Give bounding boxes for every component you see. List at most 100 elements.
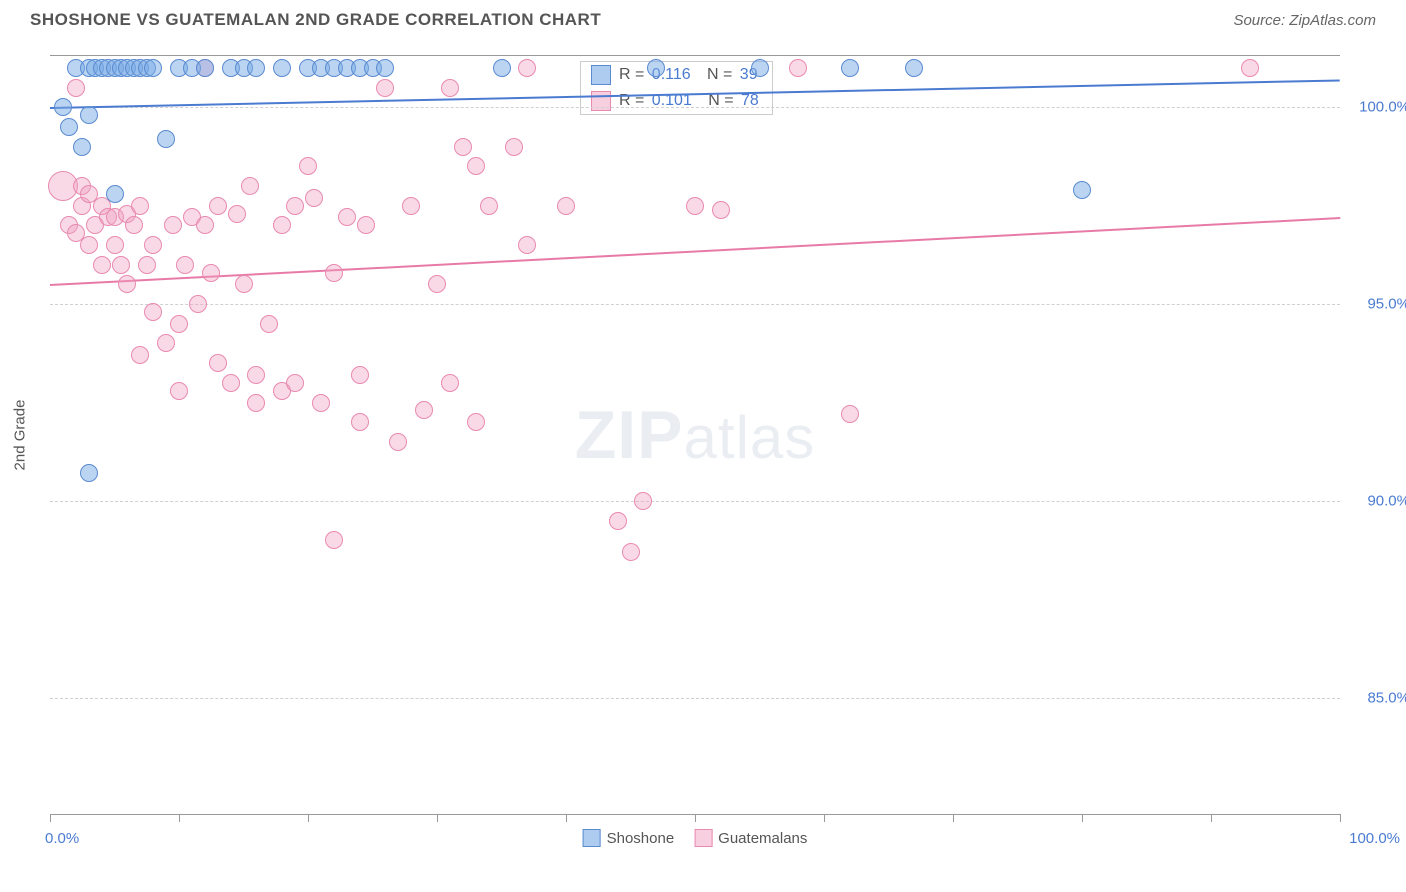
y-tick-label: 85.0% (1367, 689, 1406, 706)
data-point (138, 256, 156, 274)
data-point (351, 413, 369, 431)
data-point (54, 98, 72, 116)
data-point (189, 295, 207, 313)
data-point (131, 346, 149, 364)
data-point (351, 366, 369, 384)
data-point (260, 315, 278, 333)
data-point (247, 366, 265, 384)
data-point (241, 177, 259, 195)
data-point (209, 197, 227, 215)
data-point (325, 531, 343, 549)
plot-area: ZIPatlas R = 0.116 N = 39 R = 0.101 N = … (50, 55, 1340, 815)
data-point (402, 197, 420, 215)
data-point (176, 256, 194, 274)
data-point (712, 201, 730, 219)
x-axis-min-label: 0.0% (45, 830, 79, 847)
data-point (67, 79, 85, 97)
data-point (647, 59, 665, 77)
x-tick (179, 814, 180, 822)
data-point (286, 197, 304, 215)
watermark-bold: ZIP (575, 397, 684, 473)
data-point (841, 405, 859, 423)
data-point (518, 59, 536, 77)
r-label: R = (619, 66, 644, 84)
n-label: N = (707, 66, 732, 84)
stats-legend-row-shoshone: R = 0.116 N = 39 (581, 62, 772, 88)
x-tick (50, 814, 51, 822)
data-point (389, 433, 407, 451)
data-point (467, 413, 485, 431)
data-point (170, 382, 188, 400)
data-point (157, 334, 175, 352)
x-tick (308, 814, 309, 822)
data-point (144, 236, 162, 254)
data-point (112, 256, 130, 274)
data-point (202, 264, 220, 282)
gridline (50, 304, 1340, 305)
data-point (441, 79, 459, 97)
data-point (441, 374, 459, 392)
data-point (751, 59, 769, 77)
legend-label: Shoshone (607, 830, 675, 847)
series-legend: Shoshone Guatemalans (583, 829, 808, 847)
data-point (106, 185, 124, 203)
data-point (80, 236, 98, 254)
data-point (634, 492, 652, 510)
data-point (686, 197, 704, 215)
data-point (144, 303, 162, 321)
data-point (312, 394, 330, 412)
data-point (131, 197, 149, 215)
legend-label: Guatemalans (718, 830, 807, 847)
data-point (493, 59, 511, 77)
data-point (235, 275, 253, 293)
data-point (428, 275, 446, 293)
gridline (50, 501, 1340, 502)
y-axis-label: 2nd Grade (12, 400, 29, 471)
x-axis-max-label: 100.0% (1349, 830, 1400, 847)
y-tick-label: 90.0% (1367, 492, 1406, 509)
data-point (841, 59, 859, 77)
data-point (338, 208, 356, 226)
y-tick-label: 95.0% (1367, 296, 1406, 313)
swatch-pink (694, 829, 712, 847)
data-point (247, 394, 265, 412)
data-point (170, 315, 188, 333)
data-point (273, 59, 291, 77)
data-point (505, 138, 523, 156)
x-tick (1082, 814, 1083, 822)
data-point (196, 216, 214, 234)
swatch-blue (583, 829, 601, 847)
watermark-rest: atlas (684, 404, 816, 471)
data-point (196, 59, 214, 77)
gridline (50, 107, 1340, 108)
data-point (222, 374, 240, 392)
data-point (80, 106, 98, 124)
data-point (209, 354, 227, 372)
swatch-blue (591, 65, 611, 85)
data-point (305, 189, 323, 207)
data-point (273, 216, 291, 234)
chart-header: SHOSHONE VS GUATEMALAN 2ND GRADE CORRELA… (0, 0, 1406, 40)
data-point (228, 205, 246, 223)
data-point (1073, 181, 1091, 199)
data-point (299, 157, 317, 175)
data-point (157, 130, 175, 148)
data-point (480, 197, 498, 215)
x-tick (824, 814, 825, 822)
data-point (125, 216, 143, 234)
data-point (325, 264, 343, 282)
data-point (118, 275, 136, 293)
x-tick (695, 814, 696, 822)
chart-container: 2nd Grade ZIPatlas R = 0.116 N = 39 R = … (50, 55, 1340, 815)
x-tick (1340, 814, 1341, 822)
data-point (93, 256, 111, 274)
x-tick (1211, 814, 1212, 822)
data-point (454, 138, 472, 156)
data-point (286, 374, 304, 392)
x-tick (566, 814, 567, 822)
data-point (73, 138, 91, 156)
data-point (247, 59, 265, 77)
data-point (1241, 59, 1259, 77)
data-point (609, 512, 627, 530)
chart-source: Source: ZipAtlas.com (1233, 12, 1376, 29)
